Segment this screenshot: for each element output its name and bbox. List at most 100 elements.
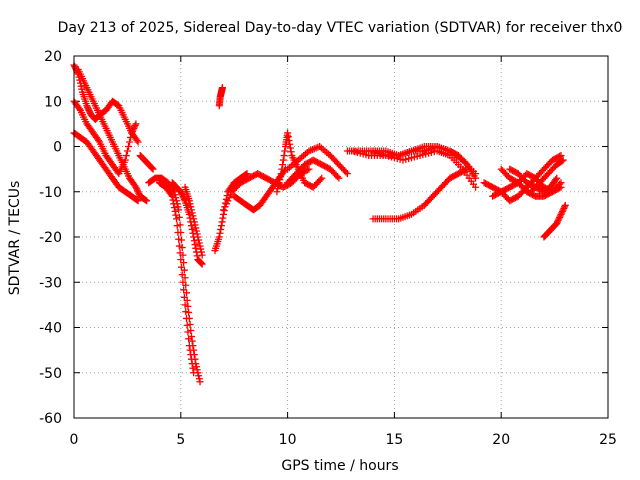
y-tick-label: -60 xyxy=(39,411,62,427)
data-point xyxy=(170,200,178,208)
data-point xyxy=(277,170,285,178)
series-arc19 xyxy=(369,143,480,182)
series-arc26 xyxy=(540,201,569,241)
data-point xyxy=(129,126,137,134)
data-point xyxy=(243,170,251,178)
data-point xyxy=(171,207,179,215)
x-tick-labels: 0 5 10 15 20 25 xyxy=(70,432,617,448)
data-point xyxy=(342,168,350,176)
data-point xyxy=(557,152,565,160)
data-point xyxy=(284,133,292,141)
data-point xyxy=(304,166,312,174)
data-point xyxy=(333,173,341,181)
data-point xyxy=(286,144,294,152)
data-point xyxy=(128,129,136,137)
data-point xyxy=(133,186,141,194)
y-tick-label: -20 xyxy=(39,230,62,246)
data-point xyxy=(187,206,195,214)
data-point xyxy=(123,147,131,155)
data-point xyxy=(71,63,79,71)
data-point xyxy=(280,152,288,160)
data-point xyxy=(462,159,470,167)
data-point xyxy=(472,183,480,191)
series-arc20 xyxy=(369,165,471,223)
data-point xyxy=(182,308,190,316)
series-arc18 xyxy=(348,147,480,191)
data-point xyxy=(185,342,193,350)
series-arc9 xyxy=(181,183,206,259)
data-point xyxy=(275,179,283,187)
x-tick-label: 5 xyxy=(176,432,185,448)
data-point xyxy=(189,229,197,237)
data-point xyxy=(183,321,191,329)
y-tick-label: -10 xyxy=(39,185,62,201)
data-point xyxy=(274,182,282,190)
data-point xyxy=(84,103,92,111)
data-point xyxy=(558,207,566,215)
data-point xyxy=(192,224,200,232)
data-point xyxy=(178,271,186,279)
data-point xyxy=(132,183,140,191)
data-point xyxy=(553,219,561,227)
data-point xyxy=(180,194,188,202)
y-tick-label: 10 xyxy=(44,94,62,110)
data-point xyxy=(124,143,132,150)
data-point xyxy=(143,197,151,205)
data-point xyxy=(197,245,205,253)
data-point xyxy=(122,152,130,160)
data-point xyxy=(127,133,135,141)
data-point xyxy=(188,337,196,345)
data-point xyxy=(197,259,205,267)
data-point xyxy=(554,216,562,224)
data-point xyxy=(227,191,235,199)
data-point xyxy=(192,244,200,252)
data-point xyxy=(134,188,142,196)
x-tick-label: 25 xyxy=(599,432,617,448)
data-point xyxy=(558,157,566,165)
data-point xyxy=(167,191,175,199)
data-point xyxy=(168,192,176,200)
data-points xyxy=(70,61,569,386)
data-point xyxy=(173,222,181,230)
data-point xyxy=(85,106,93,114)
data-point xyxy=(187,222,195,230)
data-point xyxy=(188,225,196,233)
data-point xyxy=(188,209,196,217)
data-point xyxy=(281,147,289,155)
data-point xyxy=(187,351,195,359)
data-point xyxy=(556,184,564,192)
y-tick-label: -30 xyxy=(39,275,62,291)
data-point xyxy=(195,372,203,380)
series-arc1 xyxy=(70,61,142,146)
series-arc23 xyxy=(497,165,565,200)
data-point xyxy=(149,165,157,173)
data-point xyxy=(131,123,139,131)
data-point xyxy=(276,176,284,184)
data-point xyxy=(195,375,203,383)
data-point xyxy=(195,239,203,247)
data-point xyxy=(555,215,563,223)
data-point xyxy=(557,183,565,191)
data-point xyxy=(462,166,470,174)
data-point xyxy=(190,215,198,223)
data-point xyxy=(133,196,141,204)
data-point xyxy=(279,161,287,169)
data-point xyxy=(559,156,567,164)
data-point xyxy=(198,251,206,259)
data-point xyxy=(86,108,94,116)
data-point xyxy=(194,233,202,241)
data-point xyxy=(221,203,229,211)
y-axis-label: SDTVAR / TECUs xyxy=(7,181,23,296)
data-point xyxy=(193,230,201,238)
data-point xyxy=(218,84,226,92)
data-point xyxy=(218,218,226,226)
series-arc15 xyxy=(284,156,343,187)
data-point xyxy=(553,174,561,182)
data-point xyxy=(177,256,185,264)
data-point xyxy=(173,215,181,223)
data-point xyxy=(197,259,205,267)
data-point xyxy=(318,174,326,182)
data-point xyxy=(187,355,195,363)
data-point xyxy=(335,174,343,182)
data-point xyxy=(185,335,193,343)
